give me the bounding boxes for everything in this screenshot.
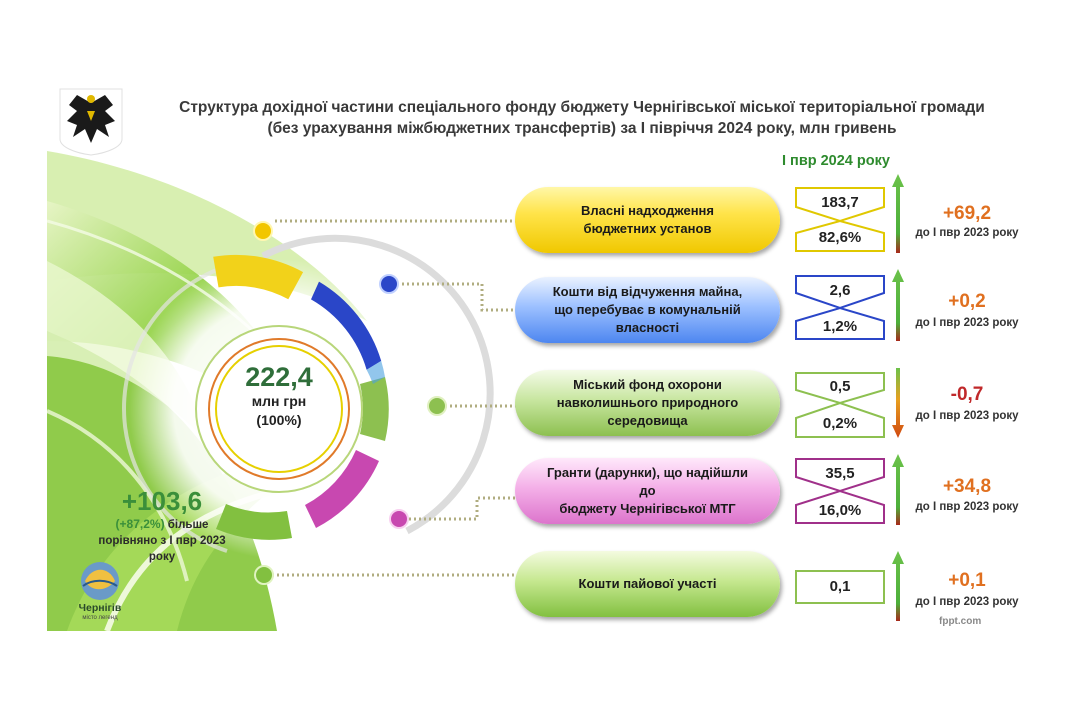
item-delta: +69,2	[942, 203, 992, 224]
coat-of-arms-icon	[59, 88, 123, 156]
city-name: Чернігів	[78, 602, 122, 614]
segment-grants	[305, 450, 379, 528]
item-share: 16,0%	[818, 502, 862, 519]
growth-percent: (+87,2%)	[115, 517, 165, 531]
title-line-2: (без урахування міжбюджетних трансфертів…	[267, 120, 897, 137]
item-amount: 35,5	[825, 465, 855, 482]
segment-own-revenue	[213, 254, 304, 300]
item-delta-note: до І пвр 2023 року	[915, 501, 1019, 513]
item-label-line: навколишнього природного	[556, 395, 739, 410]
item-shared-participation-label: Кошти пайової участі	[515, 551, 780, 617]
item-label-line: бюджетних установ	[583, 221, 712, 236]
item-delta-note: до І пвр 2023 року	[915, 227, 1019, 239]
item-amount: 0,1	[829, 578, 851, 595]
item-delta: +34,8	[942, 476, 992, 497]
city-slogan: місто легенд	[82, 615, 118, 621]
item-amount: 2,6	[829, 282, 851, 299]
column-header: І пвр 2024 року	[782, 153, 890, 169]
credit-text: fppt.com	[939, 616, 982, 627]
total-percent: (100%)	[256, 412, 302, 428]
item-delta: +0,1	[948, 570, 986, 591]
city-logo-icon	[81, 562, 119, 600]
item-delta-note: до І пвр 2023 року	[915, 596, 1019, 608]
item-amount: 183,7	[821, 194, 859, 211]
page-title: Структура дохідної частини спеціального …	[147, 97, 1017, 139]
item-share: 1,2%	[822, 318, 858, 335]
growth-block: +103,6 (+87,2%) більше порівняно з І пвр…	[87, 486, 237, 565]
growth-percent-line: (+87,2%) більше	[87, 516, 237, 533]
item-environment-fund-label: Міський фонд охорони навколишнього природ…	[515, 370, 780, 436]
item-label-line: Власні надходження	[580, 203, 714, 218]
total-value: 222,4	[245, 362, 313, 392]
item-label-line: Кошти від відчуження майна,	[552, 284, 743, 299]
item-delta-note: до І пвр 2023 року	[915, 410, 1019, 422]
ring-segments	[213, 254, 389, 540]
segment-shared-participation	[216, 504, 292, 540]
item-property-sale-label: Кошти від відчуження майна, що перебуває …	[515, 277, 780, 343]
item-label-line: середовища	[607, 413, 688, 428]
item-label-line: власності	[615, 320, 680, 335]
item-label-line: бюджету Чернігівської МТГ	[559, 501, 736, 516]
item-amount: 0,5	[829, 378, 851, 395]
item-own-revenue-label: Власні надходження бюджетних установ	[515, 187, 780, 253]
background-graphics	[47, 88, 904, 631]
item-label-line: Гранти (дарунки), що надійшли до	[547, 465, 748, 498]
segment-environment-fund	[360, 377, 389, 441]
item-label-line: Кошти пайової участі	[578, 576, 717, 591]
center-total: 222,4 млн грн (100%)	[209, 362, 349, 430]
segment-property-sale	[311, 281, 382, 370]
growth-text-1: більше	[167, 519, 209, 531]
item-share: 0,2%	[822, 415, 858, 432]
item-label-line: що перебуває в комунальній	[554, 302, 741, 317]
slide: Структура дохідної частини спеціального …	[47, 81, 1032, 631]
title-line-1: Структура дохідної частини спеціального …	[179, 99, 985, 116]
item-label-line: Міський фонд охорони	[573, 377, 722, 392]
total-unit: млн грн	[251, 393, 307, 409]
item-delta: -0,7	[950, 384, 984, 405]
item-grants-label: Гранти (дарунки), що надійшли до бюджету …	[515, 458, 780, 524]
growth-text-2: порівняно з І пвр 2023 року	[98, 535, 226, 563]
item-delta: +0,2	[948, 291, 986, 312]
growth-value: +103,6	[121, 486, 203, 516]
item-delta-note: до І пвр 2023 року	[915, 317, 1019, 329]
item-share: 82,6%	[818, 229, 862, 246]
